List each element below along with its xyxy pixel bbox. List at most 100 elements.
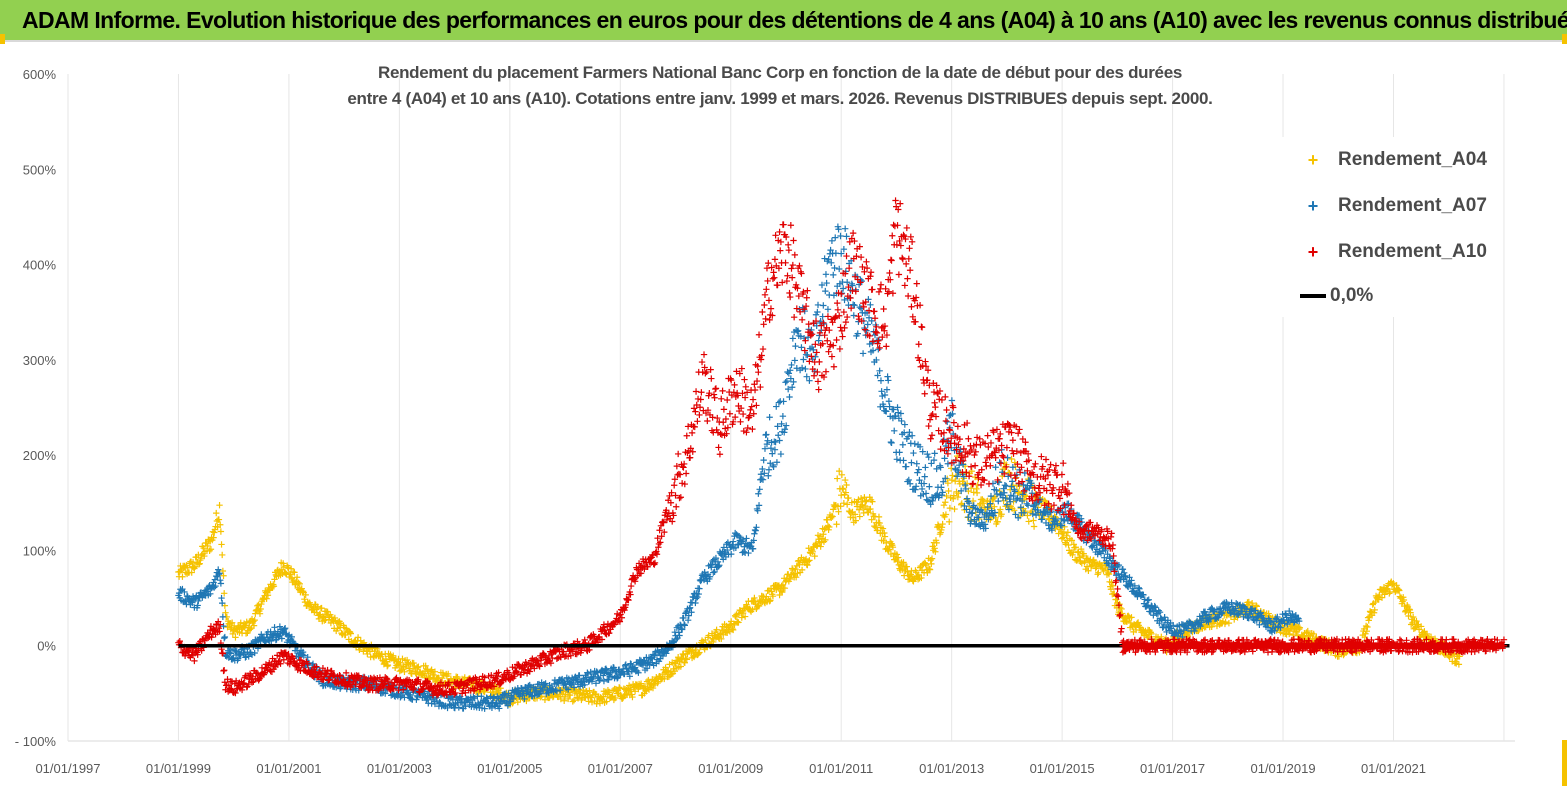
data-point-rendement_a04: [889, 543, 897, 551]
data-point-rendement_a07: [899, 441, 907, 448]
data-point-rendement_a04: [1427, 633, 1435, 641]
data-point-rendement_a07: [191, 595, 199, 603]
data-point-rendement_a04: [1400, 596, 1408, 604]
data-point-rendement_a07: [194, 602, 201, 609]
data-point-rendement_a10: [757, 383, 764, 391]
data-point-rendement_a07: [436, 699, 443, 706]
data-point-rendement_a07: [786, 393, 793, 401]
data-point-rendement_a04: [514, 698, 521, 706]
data-point-rendement_a04: [264, 592, 272, 599]
chart-plot: 01/01/1997 01/01/1999 01/01/2001 01/01/2003…: [15, 67, 1515, 776]
data-point-rendement_a10: [1047, 461, 1054, 468]
data-point-rendement_a07: [216, 570, 223, 577]
data-point-rendement_a04: [766, 598, 773, 605]
data-point-rendement_a07: [694, 593, 701, 601]
data-point-rendement_a07: [820, 302, 827, 309]
data-point-rendement_a04: [881, 529, 888, 537]
data-point-rendement_a10: [984, 432, 991, 439]
data-point-rendement_a04: [868, 516, 875, 523]
data-point-rendement_a04: [1253, 603, 1260, 610]
data-point-rendement_a04: [1104, 566, 1111, 574]
data-point-rendement_a04: [928, 555, 936, 562]
data-point-rendement_a04: [1365, 617, 1372, 624]
data-point-rendement_a04: [741, 613, 749, 620]
data-point-rendement_a10: [880, 305, 887, 313]
data-point-rendement_a07: [625, 668, 632, 676]
data-point-rendement_a04: [1094, 571, 1101, 578]
data-point-rendement_a04: [826, 523, 833, 531]
data-point-rendement_a04: [282, 570, 290, 577]
data-point-rendement_a10: [712, 385, 719, 393]
data-point-rendement_a10: [931, 399, 938, 407]
data-point-rendement_a07: [220, 622, 227, 630]
data-point-rendement_a10: [655, 540, 663, 548]
data-point-rendement_a04: [788, 565, 796, 572]
data-point-rendement_a04: [1296, 624, 1304, 631]
data-point-rendement_a04: [885, 547, 892, 554]
data-point-rendement_a10: [869, 286, 876, 293]
data-point-rendement_a04: [1455, 661, 1463, 668]
data-point-rendement_a04: [401, 668, 408, 676]
data-point-rendement_a10: [753, 402, 760, 409]
data-point-rendement_a04: [1245, 598, 1252, 606]
data-point-rendement_a10: [704, 417, 711, 425]
data-point-rendement_a04: [749, 606, 756, 613]
data-point-rendement_a10: [804, 287, 811, 294]
data-point-rendement_a10: [1038, 453, 1045, 460]
data-point-rendement_a07: [680, 614, 687, 622]
data-point-rendement_a07: [281, 625, 288, 633]
data-point-rendement_a04: [871, 522, 878, 530]
data-point-rendement_a04: [949, 472, 956, 479]
data-point-rendement_a04: [384, 662, 391, 670]
data-point-rendement_a07: [1001, 481, 1009, 489]
data-point-rendement_a04: [836, 467, 843, 475]
data-point-rendement_a07: [933, 465, 940, 473]
data-point-rendement_a04: [935, 522, 942, 530]
data-point-rendement_a04: [190, 564, 197, 571]
data-point-rendement_a07: [678, 626, 686, 633]
data-point-rendement_a10: [749, 396, 757, 403]
data-point-rendement_a07: [649, 659, 656, 666]
data-point-rendement_a04: [219, 567, 227, 575]
data-point-rendement_a07: [828, 237, 836, 245]
data-point-rendement_a04: [922, 560, 929, 567]
data-point-rendement_a04: [256, 610, 264, 617]
data-point-rendement_a04: [560, 697, 568, 704]
data-point-rendement_a04: [904, 568, 911, 576]
data-point-rendement_a04: [1222, 618, 1229, 626]
data-point-rendement_a07: [675, 629, 683, 636]
data-point-rendement_a07: [627, 660, 635, 668]
data-point-rendement_a07: [941, 455, 948, 462]
data-point-rendement_a10: [883, 343, 890, 350]
data-point-rendement_a04: [250, 622, 258, 629]
data-point-rendement_a07: [780, 398, 787, 405]
data-point-rendement_a04: [257, 605, 264, 613]
data-point-rendement_a10: [683, 432, 690, 439]
data-point-rendement_a07: [875, 346, 882, 353]
data-point-rendement_a10: [915, 341, 922, 348]
data-point-rendement_a10: [928, 432, 936, 439]
data-point-rendement_a04: [843, 481, 850, 489]
data-point-rendement_a04: [845, 494, 852, 502]
data-point-rendement_a10: [1009, 437, 1017, 444]
data-point-rendement_a04: [806, 557, 813, 564]
data-point-rendement_a04: [1042, 498, 1049, 506]
data-point-rendement_a07: [546, 682, 553, 689]
data-point-rendement_a04: [201, 552, 208, 560]
data-point-rendement_a07: [217, 580, 225, 587]
corner-mark-top-right: [1562, 34, 1567, 44]
data-point-rendement_a07: [715, 563, 722, 570]
data-point-rendement_a10: [716, 451, 724, 458]
data-point-rendement_a07: [684, 616, 692, 624]
data-point-rendement_a04: [649, 684, 657, 692]
data-point-rendement_a04: [218, 541, 225, 548]
data-point-rendement_a04: [1372, 598, 1379, 606]
data-point-rendement_a04: [250, 618, 257, 625]
data-point-rendement_a10: [921, 390, 928, 397]
data-point-rendement_a04: [847, 509, 855, 517]
data-point-rendement_a07: [304, 654, 311, 661]
data-point-rendement_a04: [1072, 544, 1080, 551]
data-point-rendement_a07: [251, 649, 258, 657]
data-point-rendement_a04: [1008, 455, 1015, 463]
data-point-rendement_a07: [922, 464, 929, 471]
